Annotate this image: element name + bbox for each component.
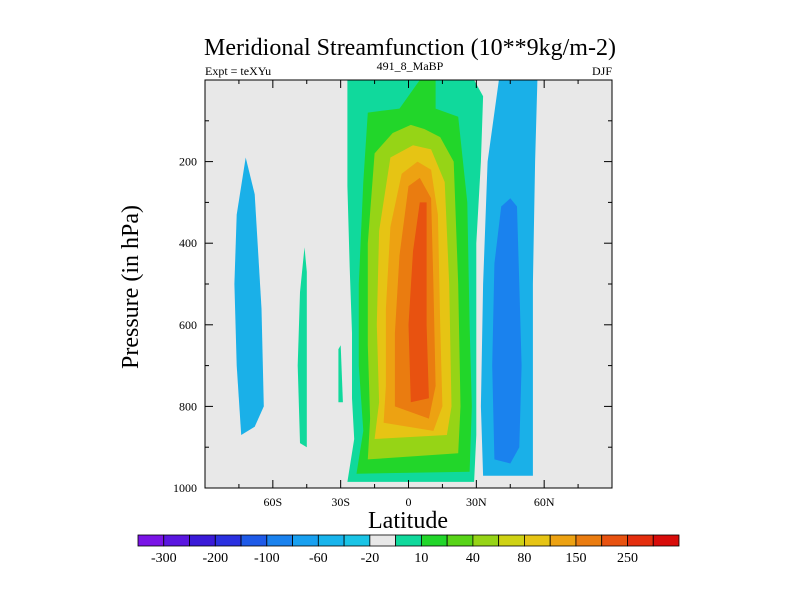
colorbar-box [240, 534, 268, 547]
colorbar-label: 80 [517, 551, 531, 566]
colorbar-box [575, 534, 603, 547]
colorbar-box [395, 534, 422, 547]
colorbar-box [498, 534, 525, 547]
axes: 200 400 600 800 1000 60S 30S 0 30N 60N [173, 79, 613, 509]
colorbar-box [214, 534, 242, 547]
chart-title: Meridional Streamfunction (10**9kg/m-2) [204, 35, 616, 61]
colorbar-box [292, 534, 319, 547]
colorbar-label: -300 [151, 551, 177, 566]
colorbar-label: -100 [254, 551, 280, 566]
contour-region-11 [492, 198, 522, 464]
colorbar-box [343, 534, 371, 547]
colorbar-box [524, 534, 551, 547]
colorbar-label: -200 [202, 551, 228, 566]
x-tick-label: 0 [406, 495, 412, 509]
x-tick-label: 60N [534, 495, 555, 509]
colorbar-box [266, 534, 293, 547]
left-string: Expt = teXYu [205, 64, 271, 78]
colorbar-box [317, 534, 345, 547]
y-tick-label: 200 [179, 155, 197, 169]
x-tick-label: 30S [331, 495, 350, 509]
y-tick-label: 400 [179, 236, 197, 250]
colorbar-label: -20 [361, 551, 380, 566]
contour-region-1 [297, 247, 307, 448]
x-tick-label: 60S [263, 495, 282, 509]
y-tick-label: 800 [179, 399, 197, 413]
right-string: DJF [592, 64, 612, 78]
colorbar-label: 250 [617, 551, 638, 566]
colorbar: -300 -200 -100 -60 -20 10 40 80 150 250 [137, 534, 680, 566]
colorbar-label: 150 [566, 551, 587, 566]
contour-region-9 [408, 202, 429, 403]
colorbar-box [189, 534, 216, 547]
colorbar-box [446, 534, 474, 547]
colorbar-label: -60 [309, 551, 328, 566]
colorbar-label: 10 [414, 551, 428, 566]
colorbar-box [369, 534, 397, 547]
y-axis-label: Pressure (in hPa) [118, 205, 144, 369]
x-axis-label: Latitude [368, 508, 448, 534]
plot-area [205, 80, 612, 488]
colorbar-box [549, 534, 577, 547]
colorbar-box [627, 534, 654, 547]
x-tick-label: 30N [466, 495, 487, 509]
colorbar-label: 40 [466, 551, 480, 566]
contour-region-0 [234, 157, 264, 435]
y-tick-label: 1000 [173, 481, 197, 495]
colorbar-box [652, 534, 680, 547]
colorbar-box [601, 534, 628, 547]
colorbar-box [420, 534, 448, 547]
contour-region-2 [338, 345, 343, 403]
colorbar-box [472, 534, 500, 547]
center-string: 491_8_MaBP [377, 59, 444, 73]
colorbar-box [137, 534, 165, 547]
colorbar-box [163, 534, 190, 547]
y-tick-label: 600 [179, 318, 197, 332]
